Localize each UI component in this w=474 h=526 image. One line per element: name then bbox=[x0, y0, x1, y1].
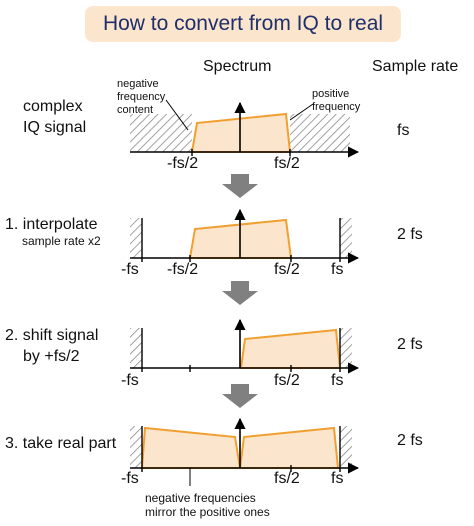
down-arrow-icon bbox=[222, 174, 258, 198]
neg-annotation-line2: frequency bbox=[117, 91, 166, 103]
row3-label-line2: by +fs/2 bbox=[23, 348, 80, 365]
row1-tick-neg-half-fs: -fs/2 bbox=[167, 155, 199, 172]
row2-tick-half-fs: fs/2 bbox=[274, 261, 300, 278]
row1-tick-half-fs: fs/2 bbox=[274, 155, 300, 172]
row2-hatch-left bbox=[130, 218, 142, 258]
mirror-note-line2: mirror the positive ones bbox=[145, 505, 270, 519]
row3-hatch-left bbox=[130, 328, 142, 368]
row3-spectrum bbox=[130, 318, 360, 374]
neg-annotation-line3: content bbox=[117, 104, 154, 116]
row3-rate: 2 fs bbox=[397, 336, 423, 353]
pos-annotation-line2: frequency bbox=[312, 101, 361, 113]
row4-rate: 2 fs bbox=[397, 432, 423, 449]
row4-band bbox=[140, 426, 340, 469]
row2-label: 1. interpolate bbox=[5, 216, 98, 233]
pos-annotation-leader bbox=[289, 103, 314, 121]
row4-label: 3. take real part bbox=[5, 435, 117, 452]
row3-tick-fs: fs bbox=[331, 372, 344, 389]
row1-rate: fs bbox=[397, 122, 410, 139]
row3-hatch-right bbox=[340, 328, 352, 368]
row2-spectrum bbox=[130, 208, 360, 264]
row4-tick-fs: fs bbox=[331, 470, 344, 487]
row1-spectrum bbox=[130, 99, 360, 158]
row4-tick-half-fs: fs/2 bbox=[274, 470, 300, 487]
page-title: How to convert from IQ to real bbox=[102, 12, 384, 35]
down-arrow-icon bbox=[222, 384, 258, 408]
row1-hatch-right bbox=[290, 114, 350, 152]
row1-hatch-left bbox=[130, 114, 192, 152]
row4-hatch-right bbox=[340, 426, 352, 468]
row2-tick-neg-fs: -fs bbox=[121, 261, 139, 278]
neg-annotation-line1: negative bbox=[117, 78, 159, 90]
spectrum-header: Spectrum bbox=[203, 58, 272, 75]
neg-annotation-leader bbox=[165, 99, 189, 131]
row2-tick-neg-half-fs: -fs/2 bbox=[167, 261, 199, 278]
row4-spectrum bbox=[130, 417, 360, 486]
sample-rate-header: Sample rate bbox=[372, 58, 459, 75]
row2-rate: 2 fs bbox=[397, 226, 423, 243]
row3-tick-neg-fs: -fs bbox=[121, 372, 139, 389]
row2-hatch-right bbox=[340, 218, 352, 258]
row4-tick-neg-fs: -fs bbox=[121, 470, 139, 487]
row3-band bbox=[239, 328, 342, 369]
pos-annotation-line1: positive bbox=[312, 88, 350, 100]
row1-label-line2: IQ signal bbox=[23, 119, 87, 136]
mirror-note-line1: negative frequencies bbox=[145, 491, 256, 505]
row2-tick-fs: fs bbox=[331, 261, 344, 278]
down-arrow-icon bbox=[222, 281, 258, 305]
row3-label-line1: 2. shift signal bbox=[5, 327, 99, 344]
row2-sublabel: sample rate x2 bbox=[22, 234, 101, 248]
row4-hatch-left bbox=[130, 426, 142, 468]
row1-label-line1: complex bbox=[23, 98, 83, 115]
title-box: How to convert from IQ to real bbox=[85, 6, 401, 42]
row3-tick-half-fs: fs/2 bbox=[274, 372, 300, 389]
row1-band bbox=[190, 112, 292, 153]
